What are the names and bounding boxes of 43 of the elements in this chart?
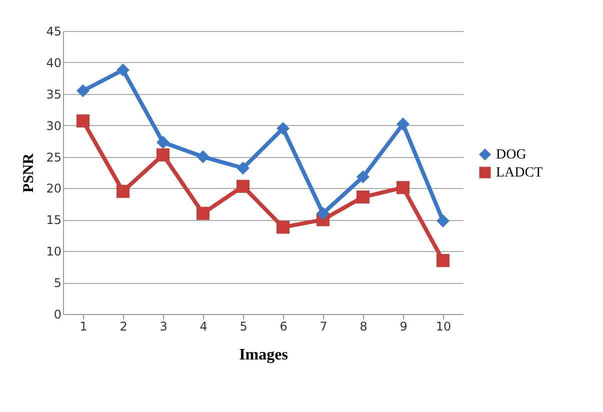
x-tick-label: 5 xyxy=(240,320,248,334)
y-tick-label: 30 xyxy=(46,118,62,133)
x-tick-label: 7 xyxy=(320,320,328,334)
x-tick-label: 3 xyxy=(160,320,168,334)
y-tick-label: 45 xyxy=(46,24,62,38)
y-tick-label: 10 xyxy=(46,244,62,259)
point xyxy=(76,114,90,128)
y-tick-label: 0 xyxy=(54,308,62,322)
point xyxy=(356,170,370,184)
x-tick-label: 2 xyxy=(120,320,128,334)
point xyxy=(316,206,330,220)
y-axis-title: PSNR xyxy=(21,153,38,193)
x-tick-label: 9 xyxy=(400,320,408,334)
y-tick-label: 40 xyxy=(46,56,62,70)
point xyxy=(156,148,170,162)
y-tick-label: 5 xyxy=(54,276,62,290)
x-tick-label: 10 xyxy=(436,320,452,334)
y-tick-label: 15 xyxy=(46,213,62,228)
point xyxy=(116,63,130,77)
point xyxy=(276,220,290,234)
point xyxy=(236,162,250,175)
point xyxy=(356,190,370,204)
x-tick-label: 8 xyxy=(360,320,368,334)
point xyxy=(276,122,290,135)
point xyxy=(196,206,210,220)
point xyxy=(436,214,450,228)
y-tick-label: 35 xyxy=(46,87,62,102)
y-tick-label: 20 xyxy=(46,182,62,196)
x-tick-label: 1 xyxy=(80,320,88,334)
point xyxy=(396,118,410,131)
point xyxy=(236,180,250,193)
legend-label: DOG xyxy=(496,148,526,162)
point xyxy=(156,136,170,149)
x-tick-label: 4 xyxy=(200,320,208,334)
point xyxy=(76,84,90,98)
y-tick-label: 25 xyxy=(46,150,62,164)
x-axis-title: Images xyxy=(239,346,288,364)
point xyxy=(436,254,450,268)
legend-label: LADCT xyxy=(496,166,544,180)
x-tick-label: 6 xyxy=(280,320,288,334)
point xyxy=(116,184,130,198)
point xyxy=(396,181,410,194)
point xyxy=(196,150,210,164)
